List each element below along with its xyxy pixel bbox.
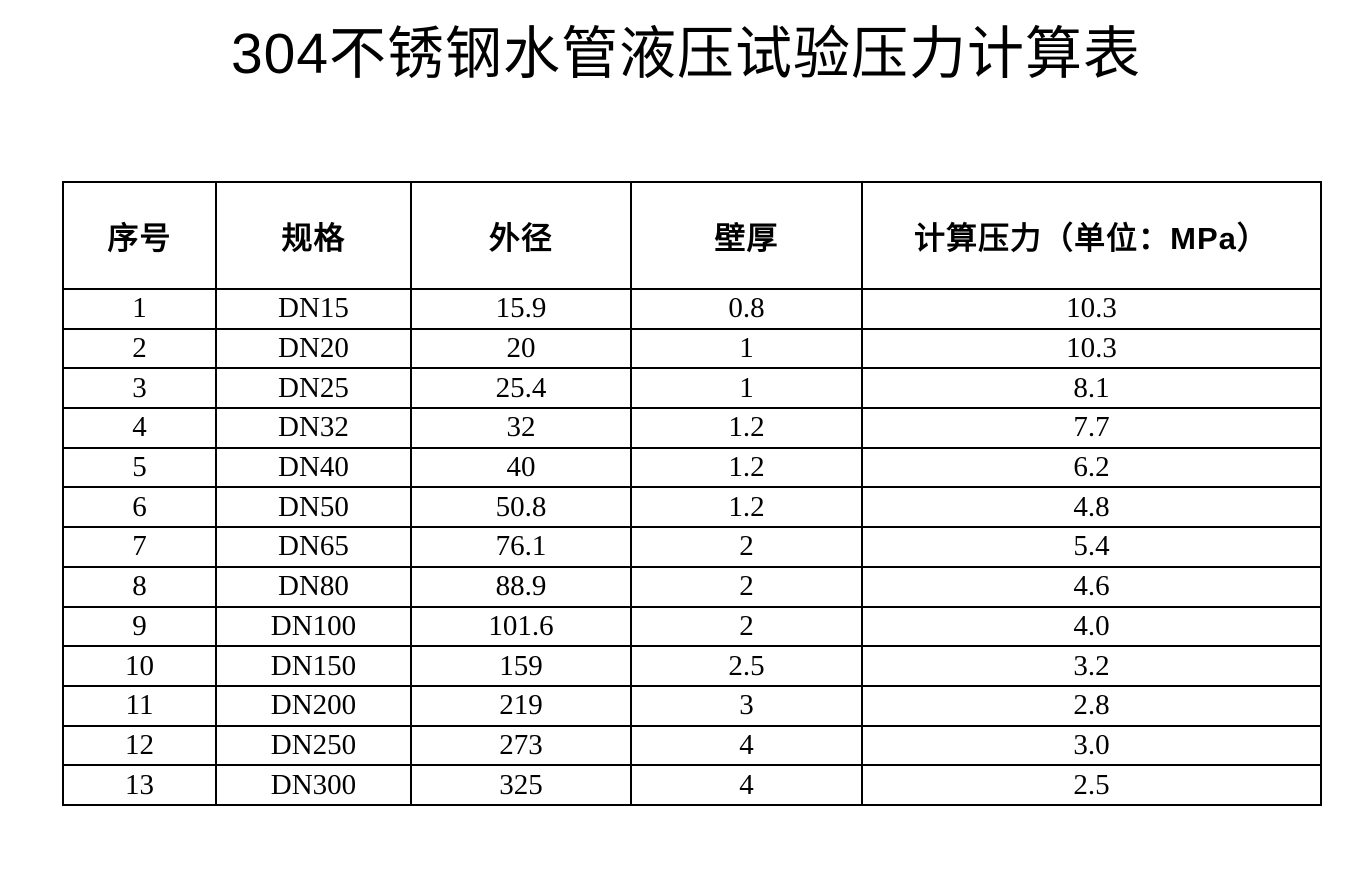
table-cell: 10.3 [861, 288, 1322, 330]
table-cell: 15.9 [410, 288, 632, 330]
table-cell: 7 [62, 526, 217, 568]
table-cell: 4.8 [861, 486, 1322, 529]
table-cell: 3 [630, 684, 863, 727]
table-cell: DN40 [215, 446, 412, 489]
table-cell: 1.2 [630, 407, 863, 449]
table-cell: 3.2 [861, 645, 1322, 687]
table-row: 4 DN32 32 1.2 7.7 [62, 407, 1322, 449]
table-cell: DN20 [215, 327, 412, 370]
table-cell: 2 [62, 327, 217, 370]
table-cell: DN15 [215, 288, 412, 330]
table-cell: 2.8 [861, 684, 1322, 727]
column-header: 序号 [62, 181, 217, 290]
table-row: 6 DN50 50.8 1.2 4.8 [62, 486, 1322, 529]
table-row: 3 DN25 25.4 1 8.1 [62, 367, 1322, 410]
table-cell: DN250 [215, 724, 412, 767]
table-cell: 1.2 [630, 486, 863, 529]
page-title: 304不锈钢水管液压试验压力计算表 [230, 22, 1142, 86]
table-cell: 20 [410, 327, 632, 370]
table-cell: DN32 [215, 407, 412, 449]
table-body: 1 DN15 15.9 0.8 10.3 2 DN20 20 1 10.3 3 DN25 25.4 1 8.… [62, 288, 1322, 806]
table-row: 2 DN20 20 1 10.3 [62, 327, 1322, 370]
table-cell: 325 [410, 764, 632, 806]
table-cell: 40 [410, 446, 632, 489]
table-cell: 11 [62, 684, 217, 727]
table-row: 12 DN250 273 4 3.0 [62, 724, 1322, 767]
table-cell: 4 [62, 407, 217, 449]
table-cell: 101.6 [410, 605, 632, 648]
column-header: 计算压力（单位：MPa） [861, 181, 1322, 290]
table-row: 5 DN40 40 1.2 6.2 [62, 446, 1322, 489]
table-row: 13 DN300 325 4 2.5 [62, 764, 1322, 806]
table-row: 1 DN15 15.9 0.8 10.3 [62, 288, 1322, 330]
table-cell: 159 [410, 645, 632, 687]
table-cell: DN80 [215, 565, 412, 608]
header-row: 序号 规格 外径 壁厚 计算压力（单位：MPa） [62, 181, 1322, 290]
table-cell: 88.9 [410, 565, 632, 608]
table-cell: 12 [62, 724, 217, 767]
table-cell: 6.2 [861, 446, 1322, 489]
table-cell: 219 [410, 684, 632, 727]
table-cell: 2 [630, 605, 863, 648]
table-cell: 13 [62, 764, 217, 806]
table-cell: 6 [62, 486, 217, 529]
table-cell: DN300 [215, 764, 412, 806]
table-cell: 10.3 [861, 327, 1322, 370]
table-cell: 2.5 [630, 645, 863, 687]
table-cell: 8.1 [861, 367, 1322, 410]
table-cell: 7.7 [861, 407, 1322, 449]
pressure-calculation-table: 序号 规格 外径 壁厚 计算压力（单位：MPa） 1 DN15 15.9 0.8 10.3 2 DN… [62, 181, 1322, 806]
table-cell: 2 [630, 526, 863, 568]
table-cell: 1 [62, 288, 217, 330]
table-cell: DN65 [215, 526, 412, 568]
table-cell: 25.4 [410, 367, 632, 410]
table-cell: 4 [630, 724, 863, 767]
table-row: 10 DN150 159 2.5 3.2 [62, 645, 1322, 687]
table-row: 11 DN200 219 3 2.8 [62, 684, 1322, 727]
table-cell: 8 [62, 565, 217, 608]
table-cell: 4 [630, 764, 863, 806]
table-cell: 3 [62, 367, 217, 410]
table-cell: 0.8 [630, 288, 863, 330]
table-cell: 32 [410, 407, 632, 449]
table-cell: 9 [62, 605, 217, 648]
table-cell: DN50 [215, 486, 412, 529]
table-cell: 50.8 [410, 486, 632, 529]
table-cell: DN150 [215, 645, 412, 687]
table-cell: 5.4 [861, 526, 1322, 568]
table-row: 9 DN100 101.6 2 4.0 [62, 605, 1322, 648]
table-cell: 1.2 [630, 446, 863, 489]
table-cell: DN100 [215, 605, 412, 648]
table-row: 7 DN65 76.1 2 5.4 [62, 526, 1322, 568]
column-header: 壁厚 [630, 181, 863, 290]
table-cell: 4.6 [861, 565, 1322, 608]
table-cell: 4.0 [861, 605, 1322, 648]
table-cell: 2.5 [861, 764, 1322, 806]
table-cell: 3.0 [861, 724, 1322, 767]
table-cell: DN200 [215, 684, 412, 727]
table-cell: DN25 [215, 367, 412, 410]
table-cell: 1 [630, 367, 863, 410]
table-cell: 1 [630, 327, 863, 370]
table-cell: 10 [62, 645, 217, 687]
table-cell: 2 [630, 565, 863, 608]
table-cell: 76.1 [410, 526, 632, 568]
table-cell: 5 [62, 446, 217, 489]
table-cell: 273 [410, 724, 632, 767]
column-header: 规格 [215, 181, 412, 290]
table-row: 8 DN80 88.9 2 4.6 [62, 565, 1322, 608]
column-header: 外径 [410, 181, 632, 290]
